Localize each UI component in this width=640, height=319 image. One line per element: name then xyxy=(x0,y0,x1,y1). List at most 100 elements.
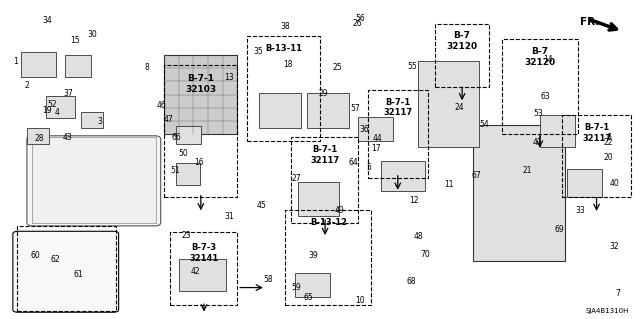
Text: 14: 14 xyxy=(543,56,553,64)
Text: 10: 10 xyxy=(355,296,365,305)
Text: 49: 49 xyxy=(334,206,344,215)
Text: 63: 63 xyxy=(540,92,550,101)
Text: B-7
32120: B-7 32120 xyxy=(447,32,477,51)
Text: SJA4B1310H: SJA4B1310H xyxy=(586,308,629,315)
Bar xyxy=(435,24,489,87)
Text: 55: 55 xyxy=(408,62,417,71)
Bar xyxy=(20,52,56,77)
Text: 60: 60 xyxy=(30,251,40,260)
Text: 6: 6 xyxy=(606,133,611,142)
Text: 65: 65 xyxy=(303,293,314,301)
Bar xyxy=(566,169,602,197)
Bar xyxy=(473,125,565,261)
Text: B-7-1
32117: B-7-1 32117 xyxy=(310,145,340,165)
Text: 59: 59 xyxy=(291,283,301,292)
Text: 45: 45 xyxy=(257,201,266,210)
Text: 56: 56 xyxy=(355,14,365,23)
Text: 62: 62 xyxy=(51,255,60,263)
Bar xyxy=(170,232,237,305)
Text: B-7-3
32141: B-7-3 32141 xyxy=(189,243,219,263)
Bar xyxy=(307,93,349,128)
Text: 12: 12 xyxy=(410,196,419,205)
Bar xyxy=(285,210,371,305)
Text: 47: 47 xyxy=(163,115,173,124)
Text: 22: 22 xyxy=(604,137,613,147)
Text: 23: 23 xyxy=(181,231,191,240)
Text: B-7-1
32117: B-7-1 32117 xyxy=(582,123,611,143)
Bar xyxy=(179,259,227,291)
Text: 66: 66 xyxy=(172,133,182,142)
Text: 5: 5 xyxy=(367,163,371,172)
Text: 11: 11 xyxy=(445,180,454,189)
Bar xyxy=(176,126,202,144)
FancyBboxPatch shape xyxy=(13,231,118,312)
Text: 34: 34 xyxy=(42,16,52,25)
Text: 61: 61 xyxy=(73,271,83,279)
Text: 18: 18 xyxy=(284,60,293,69)
Text: FR.: FR. xyxy=(580,17,600,27)
Text: 27: 27 xyxy=(292,174,301,183)
Text: 24: 24 xyxy=(454,103,464,112)
Text: 31: 31 xyxy=(225,212,234,221)
Bar xyxy=(540,115,575,147)
Text: 42: 42 xyxy=(191,267,200,276)
Text: 7: 7 xyxy=(616,289,621,298)
Bar xyxy=(17,226,116,311)
Text: 4: 4 xyxy=(55,108,60,117)
Text: B-13-11: B-13-11 xyxy=(265,44,302,53)
Bar xyxy=(27,128,49,144)
Text: 39: 39 xyxy=(308,251,319,260)
Text: 25: 25 xyxy=(332,63,342,72)
Text: 8: 8 xyxy=(144,63,149,72)
Text: 38: 38 xyxy=(280,22,290,31)
Bar xyxy=(418,62,479,147)
Text: 46: 46 xyxy=(157,101,167,110)
Text: 16: 16 xyxy=(194,158,204,167)
Text: 68: 68 xyxy=(406,277,416,286)
Text: 69: 69 xyxy=(554,225,564,234)
Bar xyxy=(381,161,425,191)
Bar xyxy=(32,137,156,223)
Bar xyxy=(291,137,358,223)
Text: 3: 3 xyxy=(98,117,102,126)
Text: 44: 44 xyxy=(372,134,382,144)
Text: 50: 50 xyxy=(178,149,188,158)
Text: B-7
32120: B-7 32120 xyxy=(524,47,556,67)
Text: 40: 40 xyxy=(609,179,620,188)
Text: 51: 51 xyxy=(170,166,180,175)
Text: 41: 41 xyxy=(533,137,543,147)
Text: 29: 29 xyxy=(318,89,328,98)
Text: B-7-1
32117: B-7-1 32117 xyxy=(383,98,412,117)
Bar xyxy=(368,90,428,178)
Text: 33: 33 xyxy=(575,206,585,215)
Text: 30: 30 xyxy=(88,30,97,39)
Bar xyxy=(176,163,200,185)
Text: 19: 19 xyxy=(42,106,52,115)
Text: 28: 28 xyxy=(35,134,44,144)
Text: 35: 35 xyxy=(253,48,263,56)
Text: 52: 52 xyxy=(47,100,57,109)
Text: 53: 53 xyxy=(533,109,543,118)
Text: B-7-1
32103: B-7-1 32103 xyxy=(185,74,216,93)
Bar xyxy=(562,115,631,197)
Bar xyxy=(81,112,103,128)
Text: 48: 48 xyxy=(414,233,424,241)
Bar xyxy=(46,96,75,118)
Text: 54: 54 xyxy=(479,120,489,129)
Text: 70: 70 xyxy=(420,250,430,259)
Bar xyxy=(294,273,330,297)
Text: 15: 15 xyxy=(70,36,79,45)
Text: 57: 57 xyxy=(350,104,360,113)
Text: 43: 43 xyxy=(62,133,72,142)
Text: 67: 67 xyxy=(471,171,481,180)
Text: 37: 37 xyxy=(63,89,73,98)
Bar xyxy=(164,65,237,197)
Text: 64: 64 xyxy=(348,158,358,167)
Text: 17: 17 xyxy=(371,144,381,153)
Text: B-13-12: B-13-12 xyxy=(310,218,347,227)
Text: 36: 36 xyxy=(360,125,369,134)
Bar xyxy=(502,39,578,134)
Text: 1: 1 xyxy=(13,57,18,66)
FancyBboxPatch shape xyxy=(27,136,161,226)
Text: 32: 32 xyxy=(609,242,620,251)
